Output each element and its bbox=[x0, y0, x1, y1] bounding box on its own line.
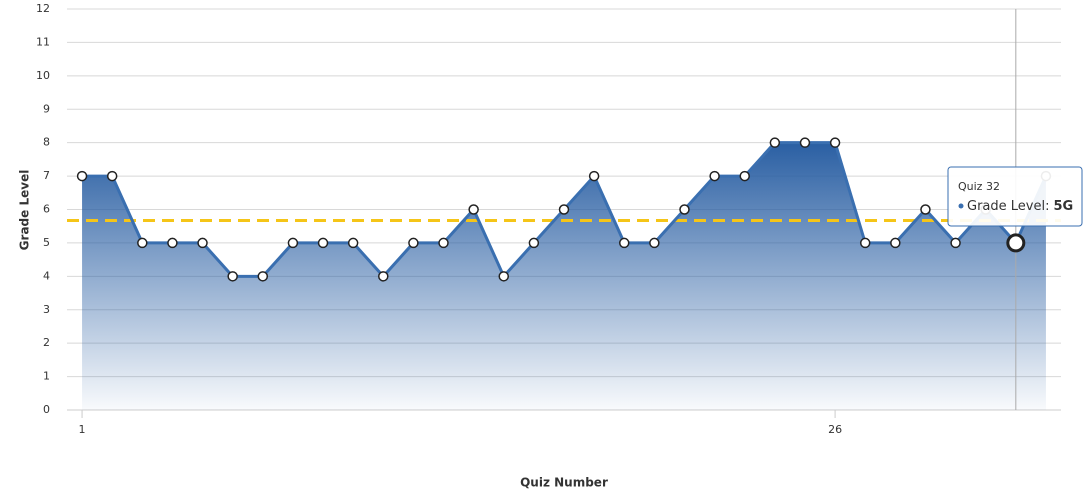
y-tick-label: 12 bbox=[36, 2, 50, 15]
data-point bbox=[618, 237, 630, 249]
tooltip-value: 5G bbox=[1053, 199, 1073, 214]
data-point bbox=[950, 237, 961, 249]
data-point bbox=[679, 204, 690, 215]
y-tick-label: 1 bbox=[43, 370, 50, 383]
data-point bbox=[498, 271, 510, 282]
tooltip-row: Grade Level: 5G bbox=[967, 199, 1073, 214]
x-tick-label: 26 bbox=[828, 423, 842, 436]
data-point bbox=[137, 237, 148, 249]
data-point bbox=[558, 204, 570, 215]
data-point bbox=[378, 271, 389, 282]
data-point bbox=[588, 170, 600, 182]
y-tick-label: 9 bbox=[43, 102, 50, 115]
data-point bbox=[799, 137, 811, 148]
y-tick-label: 8 bbox=[43, 136, 50, 149]
data-point bbox=[257, 271, 269, 282]
tooltip-title: Quiz 32 bbox=[958, 180, 1000, 193]
data-point bbox=[106, 170, 118, 182]
area-fill bbox=[82, 142, 1046, 410]
data-point bbox=[739, 170, 750, 182]
data-point bbox=[920, 204, 931, 215]
y-tick-label: 0 bbox=[43, 403, 50, 416]
y-tick-label: 7 bbox=[43, 169, 50, 182]
y-tick-label: 4 bbox=[43, 269, 50, 282]
y-tick-label: 10 bbox=[36, 69, 50, 82]
y-tick-label: 2 bbox=[43, 336, 50, 349]
data-point bbox=[890, 237, 901, 249]
y-tick-label: 5 bbox=[43, 236, 50, 249]
data-point bbox=[528, 237, 540, 249]
data-point bbox=[1006, 233, 1026, 253]
x-tick-label: 1 bbox=[79, 423, 86, 436]
tooltip-box bbox=[947, 166, 1083, 227]
data-point bbox=[649, 237, 660, 249]
data-point bbox=[347, 237, 359, 249]
data-point bbox=[438, 237, 449, 249]
data-point bbox=[197, 237, 208, 249]
x-axis-title: Quiz Number bbox=[520, 476, 608, 490]
data-point bbox=[709, 170, 720, 182]
y-axis-title: Grade Level bbox=[18, 170, 32, 251]
data-point bbox=[76, 170, 88, 182]
y-tick-label: 6 bbox=[43, 203, 50, 216]
y-tick-label: 3 bbox=[43, 303, 50, 316]
data-point bbox=[829, 137, 841, 148]
data-point bbox=[317, 237, 329, 249]
data-point bbox=[769, 137, 781, 148]
data-point bbox=[468, 204, 479, 215]
data-point bbox=[227, 271, 238, 282]
data-point bbox=[287, 237, 299, 249]
data-point bbox=[167, 237, 178, 249]
data-point bbox=[408, 237, 419, 249]
data-point bbox=[859, 237, 871, 249]
tooltip: Quiz 32 Grade Level: 5G bbox=[947, 166, 1083, 227]
y-tick-label: 11 bbox=[36, 35, 50, 48]
tooltip-dot bbox=[958, 203, 964, 209]
tooltip-label: Grade Level: bbox=[967, 199, 1049, 214]
